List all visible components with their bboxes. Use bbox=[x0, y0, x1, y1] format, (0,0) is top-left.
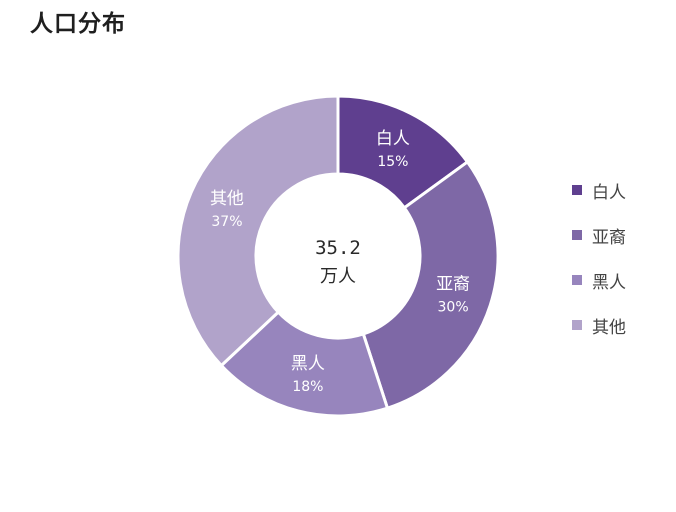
donut-slice-3 bbox=[219, 310, 390, 418]
legend-label: 白人 bbox=[592, 182, 626, 203]
legend-item-1: 白人 bbox=[572, 178, 626, 203]
slice-label-1: 白人 bbox=[376, 129, 410, 149]
legend-swatch bbox=[572, 185, 582, 195]
legend-item-4: 其他 bbox=[572, 313, 626, 338]
slice-value-4: 37% bbox=[211, 214, 242, 230]
slice-value-1: 15% bbox=[377, 154, 408, 170]
center-total-value: 35.2 bbox=[315, 237, 361, 259]
center-total-unit: 万人 bbox=[320, 266, 356, 287]
legend-swatch bbox=[572, 275, 582, 285]
chart-legend: 白人 亚裔 黑人 其他 bbox=[572, 178, 626, 358]
legend-label: 亚裔 bbox=[592, 227, 626, 248]
slice-value-2: 30% bbox=[438, 299, 469, 315]
legend-item-2: 亚裔 bbox=[572, 223, 626, 248]
slice-label-2: 亚裔 bbox=[436, 274, 470, 294]
legend-label: 其他 bbox=[592, 317, 626, 338]
legend-label: 黑人 bbox=[592, 272, 626, 293]
legend-swatch bbox=[572, 230, 582, 240]
legend-swatch bbox=[572, 320, 582, 330]
slice-label-3: 黑人 bbox=[291, 354, 325, 374]
chart-title: 人口分布 bbox=[30, 11, 126, 37]
slice-label-4: 其他 bbox=[210, 189, 244, 209]
slice-value-3: 18% bbox=[292, 379, 323, 395]
donut-slice-4 bbox=[176, 94, 340, 368]
donut-slice-2 bbox=[361, 159, 500, 411]
legend-item-3: 黑人 bbox=[572, 268, 626, 293]
